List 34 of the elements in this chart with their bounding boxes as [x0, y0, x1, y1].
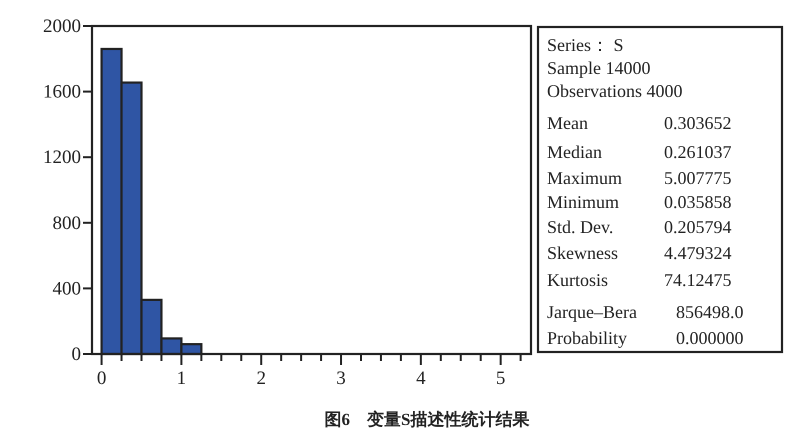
text: 5.007775 [664, 168, 732, 188]
text: Skewness [547, 243, 618, 263]
text: 0.261037 [664, 142, 732, 162]
text: Sample 14000 [547, 58, 650, 78]
text: 图6 变量S描述性统计结果 [324, 410, 530, 429]
text: 74.12475 [664, 270, 732, 290]
x-tick-label: 3 [336, 368, 346, 389]
x-tick-label: 2 [256, 368, 266, 389]
y-tick-label: 1600 [43, 82, 81, 103]
text: 0.303652 [664, 113, 732, 133]
text: Std. Dev. [547, 217, 614, 237]
y-tick-label: 0 [72, 344, 81, 365]
text: Probability [547, 328, 627, 348]
text: Series： S [547, 35, 624, 55]
text: Mean [547, 113, 588, 133]
y-tick-label: 2000 [43, 16, 81, 37]
text: 4.479324 [664, 243, 732, 263]
x-tick-label: 0 [96, 368, 106, 389]
x-tick-label: 4 [416, 368, 426, 389]
text: 0.205794 [664, 217, 732, 237]
text: Observations 4000 [547, 81, 682, 101]
text: Kurtosis [547, 270, 608, 290]
y-tick-label: 400 [52, 278, 81, 300]
text: 0.000000 [676, 328, 744, 348]
text: Jarque–Bera [547, 302, 637, 322]
y-tick-label: 1200 [43, 147, 81, 168]
x-tick-label: 5 [496, 368, 506, 389]
x-tick-label: 1 [176, 368, 186, 389]
y-tick-label: 800 [52, 212, 81, 234]
text: 856498.0 [676, 302, 744, 322]
text: Minimum [547, 192, 620, 212]
text: Maximum [547, 168, 622, 188]
text: 0.035858 [664, 192, 732, 212]
text: Median [547, 142, 602, 162]
